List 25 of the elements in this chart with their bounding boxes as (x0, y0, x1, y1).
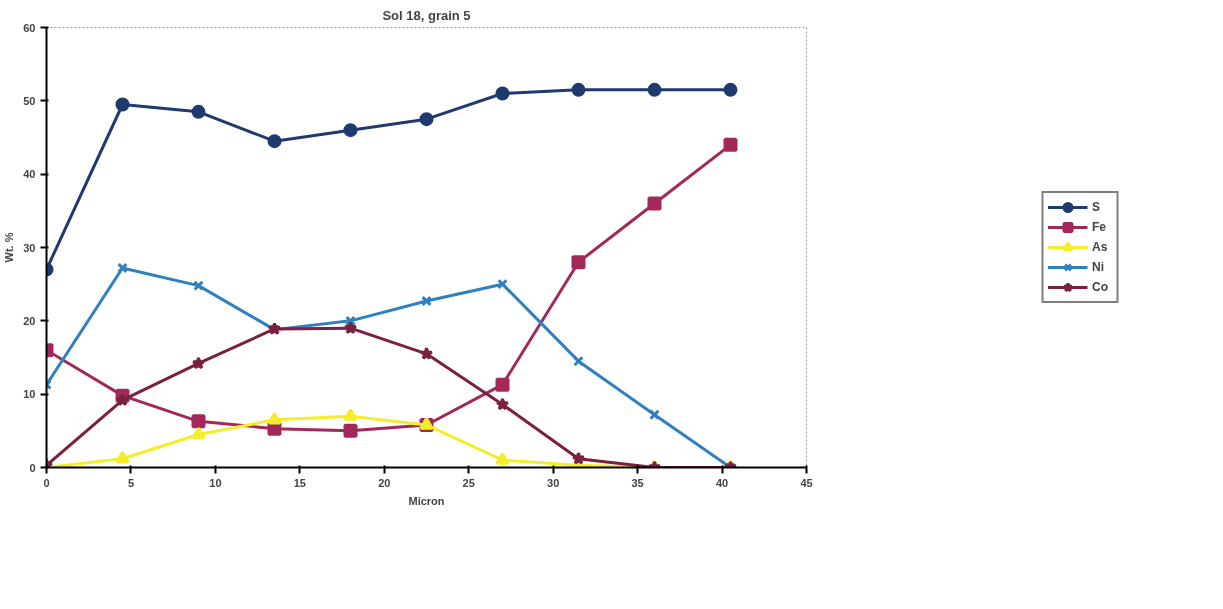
y-tick-label: 60 (23, 21, 36, 34)
x-tick-label: 15 (293, 476, 306, 489)
y-axis-title: Wt. % (3, 232, 16, 263)
y-tick-label: 30 (23, 241, 36, 254)
legend-label: Fe (1092, 220, 1107, 234)
x-axis-title: Micron (408, 494, 445, 507)
x-tick-label: 45 (800, 476, 813, 489)
y-tick-label: 40 (23, 168, 36, 181)
x-tick-label: 35 (631, 476, 644, 489)
legend-label: Ni (1092, 260, 1105, 274)
x-tick-label: 30 (547, 476, 560, 489)
legend-label: As (1092, 240, 1109, 254)
chart-title: Sol 18, grain 5 (382, 7, 471, 23)
y-tick-label: 20 (23, 314, 36, 327)
x-tick-label: 10 (209, 476, 222, 489)
x-tick-label: 40 (715, 476, 729, 489)
x-tick-label: 20 (378, 476, 391, 489)
legend-label: S (1092, 200, 1101, 214)
legend-label: Co (1092, 280, 1109, 294)
y-tick-label: 50 (23, 94, 36, 107)
y-tick-label: 10 (23, 388, 36, 401)
x-tick-label: 5 (127, 476, 135, 489)
y-tick-label: 0 (29, 461, 36, 474)
x-tick-label: 25 (462, 476, 475, 489)
x-tick-label: 0 (43, 476, 50, 489)
